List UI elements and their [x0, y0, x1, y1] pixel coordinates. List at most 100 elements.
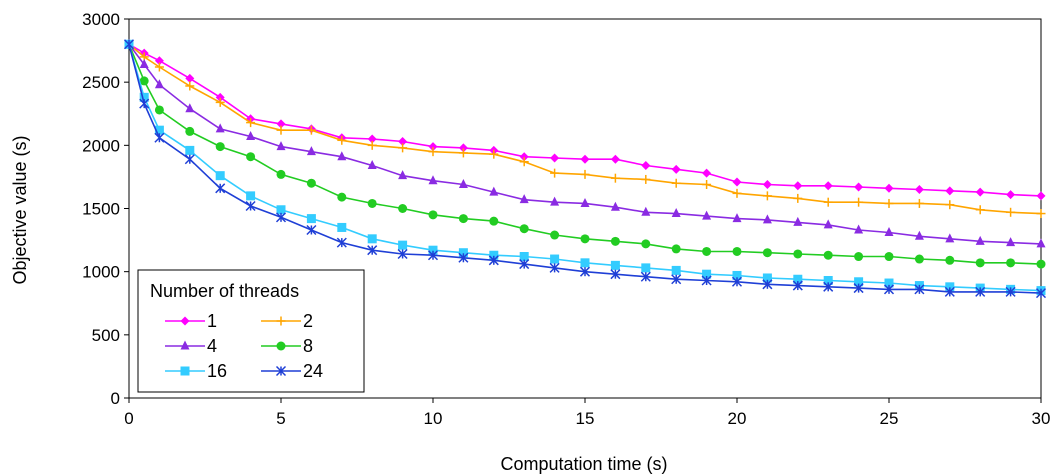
data-point [428, 245, 438, 255]
data-point [823, 281, 834, 292]
data-point [215, 183, 226, 194]
data-point [975, 187, 985, 197]
y-tick-label: 500 [92, 326, 120, 345]
legend-item: 24 [261, 361, 323, 381]
data-point [701, 275, 712, 286]
data-point [276, 205, 286, 215]
data-point [139, 92, 149, 102]
data-point [975, 258, 985, 268]
data-point [489, 149, 499, 159]
data-point [944, 286, 955, 297]
data-point [732, 177, 742, 187]
data-point [306, 214, 316, 224]
data-point [246, 118, 256, 128]
data-point [914, 198, 924, 208]
data-point [428, 210, 438, 220]
data-point [428, 147, 438, 157]
data-point [215, 92, 225, 102]
data-point [793, 216, 803, 226]
data-point [139, 98, 150, 109]
data-point [975, 286, 986, 297]
data-point [641, 206, 651, 216]
data-point [914, 284, 925, 295]
data-point [184, 154, 195, 165]
data-point [306, 178, 316, 188]
x-tick-label: 5 [276, 409, 285, 428]
data-point [185, 81, 195, 91]
data-point [519, 152, 529, 162]
data-point [671, 274, 682, 285]
data-point [458, 248, 468, 258]
data-point [671, 164, 681, 174]
data-point [914, 230, 924, 240]
data-point [975, 205, 985, 215]
data-point [185, 126, 195, 136]
data-point [154, 132, 165, 143]
data-point [914, 254, 924, 264]
legend-label: 16 [207, 361, 227, 381]
data-point [337, 151, 347, 161]
data-point [246, 152, 256, 162]
legend: Number of threads 1 24 816 24 [137, 269, 365, 393]
data-point [428, 142, 438, 152]
data-point [276, 125, 286, 135]
x-axis-title: Computation time (s) [500, 454, 667, 474]
series-2 [124, 39, 1046, 219]
data-point [215, 142, 225, 152]
legend-marker [180, 316, 190, 326]
legend-marker [275, 365, 287, 377]
data-point [276, 141, 286, 151]
data-point [154, 105, 164, 115]
data-point [945, 255, 955, 265]
data-point [337, 135, 347, 145]
legend-item: 8 [261, 336, 313, 356]
data-point [945, 186, 955, 196]
data-point [336, 237, 347, 248]
data-point [1006, 190, 1016, 200]
y-tick-label: 2500 [82, 73, 120, 92]
data-point [549, 262, 560, 273]
data-point [762, 279, 773, 290]
data-point [458, 214, 468, 224]
legend-marker [276, 341, 286, 351]
data-point [945, 233, 955, 243]
data-point [458, 148, 468, 158]
data-point [276, 169, 286, 179]
x-tick-label: 20 [728, 409, 747, 428]
data-point [367, 245, 378, 256]
data-point [306, 146, 316, 156]
x-tick-label: 25 [880, 409, 899, 428]
y-tick-label: 1500 [82, 200, 120, 219]
data-point [306, 224, 317, 236]
data-point [883, 284, 895, 295]
data-point [792, 280, 803, 291]
data-point [367, 134, 377, 144]
legend-label: 24 [303, 361, 323, 381]
data-point [185, 145, 195, 155]
data-point [550, 254, 560, 264]
data-point [610, 201, 620, 211]
series-24 [123, 39, 1047, 299]
data-point [245, 200, 256, 212]
series-16 [124, 39, 1046, 296]
data-point [428, 175, 438, 185]
data-point [458, 252, 469, 263]
data-point [154, 56, 164, 66]
data-point [854, 197, 864, 207]
data-point [671, 208, 681, 218]
data-point [427, 250, 439, 261]
data-point [398, 170, 408, 180]
data-point [139, 76, 149, 86]
data-point [550, 153, 560, 163]
data-point [1036, 209, 1046, 219]
data-point [731, 276, 743, 287]
data-point [367, 198, 377, 208]
data-point [914, 185, 924, 195]
data-point [823, 276, 833, 286]
data-point [458, 143, 468, 153]
data-point [337, 192, 347, 202]
data-point [610, 173, 620, 183]
data-point [579, 266, 591, 277]
legend-label: 8 [303, 336, 313, 356]
